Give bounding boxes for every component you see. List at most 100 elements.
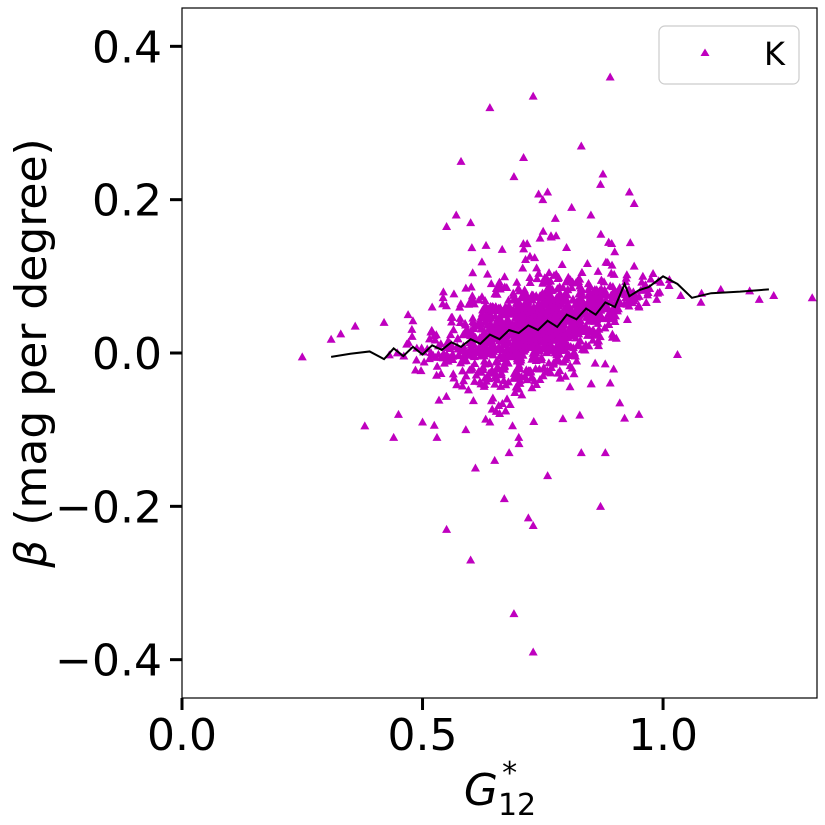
scatter-point bbox=[582, 258, 592, 267]
scatter-point bbox=[606, 268, 616, 277]
scatter-point bbox=[407, 331, 417, 340]
scatter-point bbox=[494, 277, 504, 286]
scatter-point bbox=[510, 343, 520, 352]
scatter-point bbox=[544, 282, 554, 291]
scatter-point bbox=[574, 305, 584, 314]
scatter-point bbox=[411, 355, 421, 364]
scatter-point bbox=[534, 189, 544, 198]
scatter-point bbox=[491, 371, 501, 380]
scatter-point bbox=[452, 380, 462, 389]
scatter-point bbox=[624, 187, 634, 196]
scatter-point bbox=[470, 376, 480, 385]
scatter-point bbox=[419, 357, 429, 366]
scatter-point bbox=[525, 307, 535, 316]
scatter-point bbox=[625, 238, 635, 247]
scatter-point bbox=[629, 261, 639, 270]
scatter-point bbox=[427, 326, 437, 335]
scatter-point bbox=[542, 273, 552, 282]
scatter-point bbox=[622, 314, 632, 323]
scatter-point bbox=[558, 283, 568, 292]
scatter-point bbox=[477, 257, 487, 266]
scatter-point bbox=[432, 370, 442, 379]
scatter-point bbox=[563, 340, 573, 349]
scatter-point bbox=[447, 317, 457, 326]
scatter-point bbox=[580, 345, 590, 354]
scatter-point bbox=[453, 333, 463, 342]
scatter-point bbox=[429, 331, 439, 340]
scatter-point bbox=[531, 364, 541, 373]
scatter-point bbox=[514, 432, 524, 441]
scatter-point bbox=[425, 334, 435, 343]
scatter-point bbox=[471, 346, 481, 355]
scatter-point bbox=[474, 295, 484, 304]
scatter-point bbox=[537, 355, 547, 364]
scatter-point bbox=[486, 320, 496, 329]
legend-box bbox=[658, 25, 800, 85]
scatter-point bbox=[476, 312, 486, 321]
scatter-point bbox=[529, 417, 539, 426]
scatter-point bbox=[596, 501, 606, 510]
scatter-point bbox=[591, 329, 601, 338]
scatter-point bbox=[480, 339, 490, 348]
scatter-point bbox=[548, 346, 558, 355]
scatter-point bbox=[326, 334, 336, 343]
scatter-point bbox=[543, 471, 553, 480]
scatter-point bbox=[575, 410, 585, 419]
scatter-point bbox=[576, 141, 586, 150]
scatter-point bbox=[517, 390, 527, 399]
y-axis-label-symbol: β bbox=[6, 540, 57, 569]
scatter-point bbox=[585, 290, 595, 299]
scatter-point bbox=[436, 352, 446, 361]
scatter-point bbox=[594, 336, 604, 345]
scatter-point bbox=[484, 368, 494, 377]
scatter-point bbox=[648, 269, 658, 278]
scatter-point bbox=[524, 331, 534, 340]
scatter-point bbox=[514, 360, 524, 369]
scatter-point bbox=[634, 409, 644, 418]
scatter-point bbox=[615, 398, 625, 407]
scatter-point bbox=[492, 357, 502, 366]
scatter-point bbox=[546, 325, 556, 334]
y-tick-label: 0.4 bbox=[92, 22, 162, 73]
scatter-point bbox=[533, 319, 543, 328]
scatter-point bbox=[350, 321, 360, 330]
scatter-point bbox=[484, 374, 494, 383]
scatter-point bbox=[513, 322, 523, 331]
scatter-point bbox=[546, 231, 556, 240]
scatter-point bbox=[469, 299, 479, 308]
scatter-point bbox=[576, 283, 586, 292]
scatter-point bbox=[577, 268, 587, 277]
scatter-point bbox=[638, 271, 648, 280]
x-tick-label: 0.5 bbox=[388, 710, 458, 761]
scatter-point bbox=[468, 329, 478, 338]
scatter-point bbox=[605, 72, 615, 81]
scatter-point bbox=[571, 333, 581, 342]
x-axis-label-superscript: * bbox=[502, 756, 517, 791]
scatter-point bbox=[524, 315, 534, 324]
scatter-point bbox=[491, 327, 501, 336]
scatter-point bbox=[509, 368, 519, 377]
scatter-point bbox=[466, 282, 476, 291]
scatter-point bbox=[696, 297, 706, 306]
x-tick-label: 1.0 bbox=[628, 710, 698, 761]
scatter-point bbox=[476, 324, 486, 333]
scatter-point bbox=[629, 294, 639, 303]
scatter-point bbox=[403, 310, 413, 319]
scatter-point bbox=[522, 239, 532, 248]
scatter-point bbox=[621, 277, 631, 286]
scatter-point bbox=[499, 494, 509, 503]
scatter-point bbox=[511, 382, 521, 391]
scatter-point bbox=[503, 377, 513, 386]
scatter-point bbox=[544, 358, 554, 367]
scatter-point bbox=[550, 310, 560, 319]
scatter-point bbox=[514, 439, 524, 448]
scatter-point bbox=[646, 274, 656, 283]
scatter-point bbox=[535, 233, 545, 242]
scatter-point bbox=[509, 290, 519, 299]
scatter-point bbox=[596, 313, 606, 322]
scatter-point bbox=[598, 169, 608, 178]
scatter-point bbox=[527, 372, 537, 381]
scatter-point bbox=[490, 455, 500, 464]
scatter-point bbox=[558, 357, 568, 366]
